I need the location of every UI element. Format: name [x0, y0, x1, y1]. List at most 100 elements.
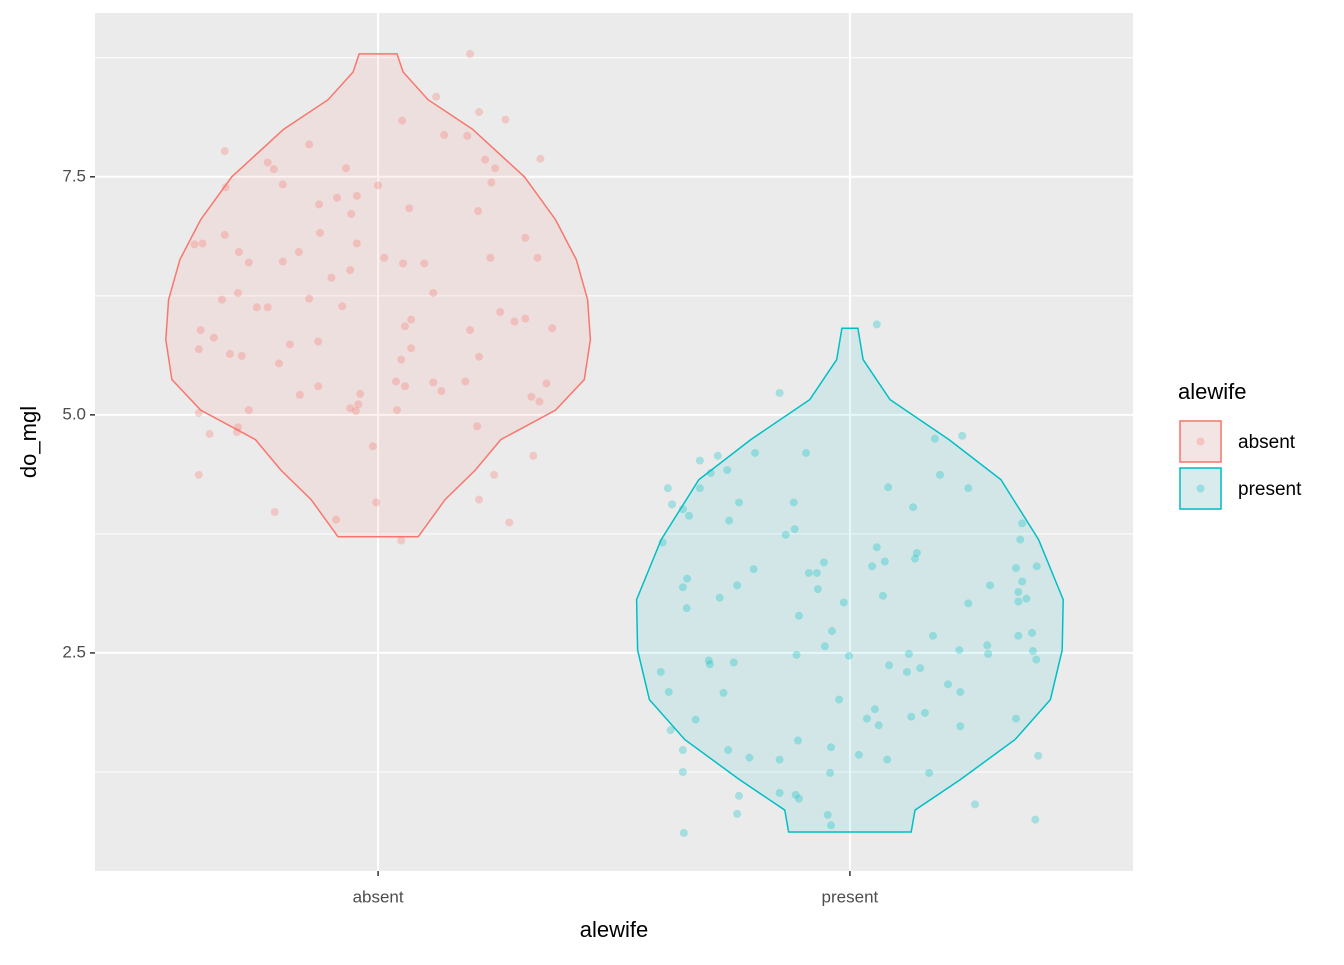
jitter-point — [333, 193, 342, 202]
jitter-point — [826, 768, 835, 777]
jitter-point — [314, 337, 323, 346]
jitter-point — [820, 642, 829, 651]
jitter-point — [521, 233, 530, 242]
jitter-point — [432, 92, 441, 101]
jitter-point — [368, 442, 377, 451]
jitter-point — [374, 181, 383, 190]
legend-key — [1179, 467, 1222, 510]
jitter-point — [683, 574, 692, 583]
jitter-point — [548, 324, 557, 333]
jitter-point — [775, 388, 784, 397]
legend-key-fill — [1179, 420, 1222, 463]
jitter-point — [487, 178, 496, 187]
axes: 2.5 5.0 7.5 absent present — [62, 166, 878, 906]
jitter-point — [685, 511, 694, 520]
jitter-point — [542, 379, 551, 388]
jitter-point — [1028, 647, 1037, 656]
jitter-point — [305, 140, 314, 149]
jitter-point — [270, 507, 279, 516]
legend-label: present — [1238, 479, 1302, 500]
jitter-point — [437, 387, 446, 396]
jitter-point — [295, 390, 304, 399]
marks — [165, 49, 1064, 837]
jitter-point — [920, 708, 929, 717]
jitter-point — [305, 294, 314, 303]
jitter-point — [789, 498, 798, 507]
jitter-point — [668, 500, 677, 509]
jitter-point — [475, 495, 484, 504]
jitter-point — [217, 295, 226, 304]
jitter-point — [1022, 594, 1031, 603]
jitter-point — [956, 687, 965, 696]
y-tick-label: 5.0 — [62, 404, 86, 423]
jitter-point — [1018, 577, 1027, 586]
jitter-point — [691, 715, 700, 724]
jitter-point — [872, 543, 881, 552]
jitter-point — [682, 604, 691, 613]
jitter-point — [656, 667, 665, 676]
legend-key-fill — [1179, 467, 1222, 510]
jitter-point — [278, 180, 287, 189]
jitter-point — [314, 382, 323, 391]
jitter-point — [719, 688, 728, 697]
jitter-point — [397, 536, 406, 545]
jitter-point — [713, 451, 722, 460]
jitter-point — [955, 646, 964, 655]
jitter-point — [486, 253, 495, 262]
jitter-point — [911, 554, 920, 563]
jitter-point — [420, 259, 429, 268]
jitter-point — [521, 314, 530, 323]
jitter-point — [496, 308, 505, 317]
jitter-point — [536, 154, 545, 163]
jitter-point — [351, 407, 360, 416]
jitter-point — [332, 515, 341, 524]
jitter-point — [475, 108, 484, 117]
jitter-point — [405, 204, 414, 213]
jitter-point — [1018, 519, 1027, 528]
jitter-point — [294, 248, 303, 257]
jitter-point — [315, 200, 324, 209]
jitter-point — [813, 585, 822, 594]
jitter-point — [220, 230, 229, 239]
jitter-point — [194, 408, 203, 417]
jitter-point — [205, 429, 214, 438]
jitter-point — [733, 581, 742, 590]
jitter-point — [429, 378, 438, 387]
jitter-point — [678, 746, 687, 755]
jitter-point — [872, 320, 881, 329]
jitter-point — [679, 828, 688, 837]
jitter-point — [407, 315, 416, 324]
jitter-point — [916, 664, 925, 673]
jitter-point — [533, 253, 542, 262]
jitter-point — [729, 658, 738, 667]
jitter-point — [839, 598, 848, 607]
jitter-point — [928, 631, 937, 640]
jitter-point — [398, 116, 407, 125]
jitter-point — [198, 239, 207, 248]
jitter-point — [907, 712, 916, 721]
jitter-point — [678, 767, 687, 776]
jitter-point — [970, 800, 979, 809]
jitter-point — [733, 809, 742, 818]
jitter-point — [706, 468, 715, 477]
jitter-point — [263, 303, 272, 312]
jitter-point — [956, 722, 965, 731]
jitter-point — [715, 593, 724, 602]
jitter-point — [944, 680, 953, 689]
violin — [165, 53, 592, 538]
jitter-point — [862, 714, 871, 723]
jitter-point — [501, 115, 510, 124]
jitter-point — [885, 661, 894, 670]
jitter-point — [466, 326, 475, 335]
legend-label: absent — [1238, 432, 1296, 453]
jitter-point — [663, 484, 672, 493]
jitter-point — [666, 726, 675, 735]
jitter-point — [804, 568, 813, 577]
jitter-point — [912, 548, 921, 557]
jitter-point — [870, 705, 879, 714]
jitter-point — [827, 743, 836, 752]
grid — [95, 13, 1133, 871]
jitter-point — [352, 191, 361, 200]
jitter-point — [964, 599, 973, 608]
